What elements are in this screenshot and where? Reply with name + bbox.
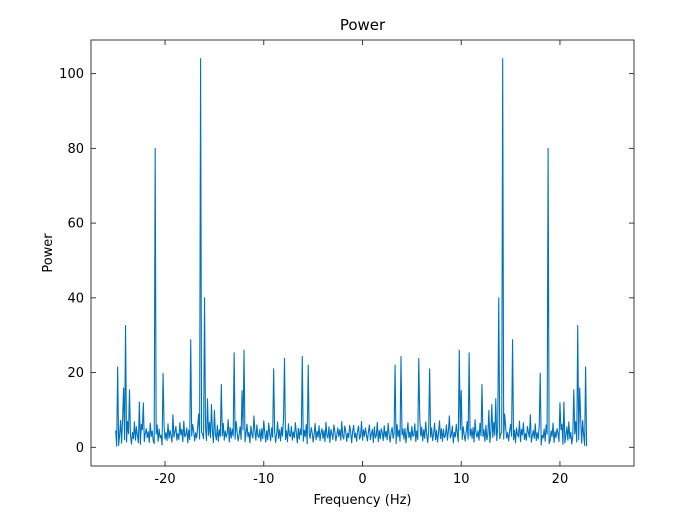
x-tick-label: 10: [453, 472, 470, 487]
x-tick-label: -10: [253, 472, 274, 487]
y-axis-label: Power: [41, 233, 56, 273]
x-axis-label: Frequency (Hz): [313, 493, 411, 508]
y-tick-label: 40: [67, 291, 84, 306]
x-tick-label: -20: [154, 472, 175, 487]
plot-area: [91, 40, 634, 466]
y-tick-label: 100: [59, 67, 84, 82]
series-line-0: [115, 58, 588, 447]
y-tick-label: 60: [67, 217, 84, 232]
y-tick-label: 20: [67, 366, 84, 381]
tick-layer: -20 -10 0 10 20 0 20 40 60 80 100: [59, 40, 634, 487]
series-layer: [115, 58, 588, 447]
y-tick-label: 80: [67, 142, 84, 157]
chart-title: Power: [340, 16, 386, 34]
y-tick-label: 0: [76, 441, 84, 456]
x-tick-label: 0: [358, 472, 366, 487]
x-tick-label: 20: [552, 472, 569, 487]
